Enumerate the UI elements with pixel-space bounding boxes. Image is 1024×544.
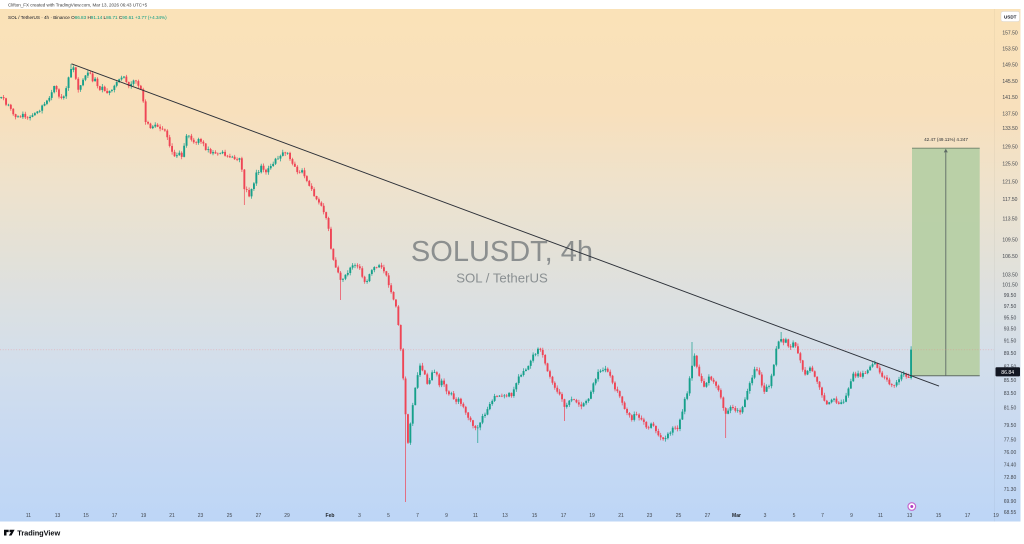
svg-text:145.50: 145.50: [1002, 79, 1018, 85]
svg-text:89.50: 89.50: [1004, 351, 1017, 357]
svg-text:71.30: 71.30: [1004, 487, 1017, 493]
svg-text:137.50: 137.50: [1002, 111, 1018, 117]
svg-text:121.50: 121.50: [1002, 179, 1018, 185]
svg-text:TradingView: TradingView: [17, 529, 60, 538]
svg-text:129.50: 129.50: [1002, 145, 1018, 151]
svg-text:23: 23: [198, 513, 204, 519]
svg-text:95.50: 95.50: [1004, 315, 1017, 321]
svg-text:11: 11: [26, 513, 31, 519]
svg-text:19: 19: [993, 513, 999, 519]
svg-text:11: 11: [473, 513, 478, 519]
svg-text:13: 13: [502, 513, 508, 519]
svg-text:86.84: 86.84: [1001, 370, 1014, 376]
svg-text:93.50: 93.50: [1004, 327, 1017, 333]
svg-text:72.80: 72.80: [1004, 475, 1017, 481]
svg-text:77.50: 77.50: [1004, 437, 1017, 443]
svg-text:19: 19: [141, 513, 147, 519]
svg-text:SOL / TetherUS: SOL / TetherUS: [456, 271, 548, 286]
svg-text:83.50: 83.50: [1004, 391, 1017, 397]
svg-text:9: 9: [850, 513, 853, 519]
svg-text:68.55: 68.55: [1004, 510, 1017, 516]
svg-text:USDT: USDT: [1004, 15, 1017, 20]
svg-text:125.50: 125.50: [1002, 162, 1018, 168]
svg-text:7: 7: [821, 513, 824, 519]
svg-text:141.50: 141.50: [1002, 95, 1018, 101]
svg-text:42.47 (49.11%) 4.247: 42.47 (49.11%) 4.247: [924, 137, 968, 142]
svg-text:69.90: 69.90: [1004, 499, 1017, 505]
svg-text:11: 11: [878, 513, 883, 519]
svg-text:17: 17: [112, 513, 118, 519]
svg-text:Feb: Feb: [326, 513, 335, 519]
svg-text:97.50: 97.50: [1004, 304, 1017, 310]
svg-text:7: 7: [416, 513, 419, 519]
svg-text:13: 13: [907, 513, 913, 519]
svg-text:SOLUSDT, 4h: SOLUSDT, 4h: [411, 236, 593, 268]
svg-text:106.50: 106.50: [1002, 254, 1018, 260]
svg-text:79.50: 79.50: [1004, 423, 1017, 429]
svg-text:9: 9: [445, 513, 448, 519]
svg-text:5: 5: [387, 513, 390, 519]
svg-text:133.50: 133.50: [1002, 126, 1018, 132]
svg-text:76.00: 76.00: [1004, 450, 1017, 456]
svg-text:21: 21: [169, 513, 175, 519]
svg-text:27: 27: [256, 513, 262, 519]
svg-text:117.50: 117.50: [1003, 197, 1018, 203]
svg-text:5: 5: [793, 513, 796, 519]
svg-text:Mar: Mar: [732, 513, 741, 519]
svg-text:101.50: 101.50: [1002, 282, 1018, 288]
svg-text:113.50: 113.50: [1003, 217, 1018, 223]
svg-text:13: 13: [55, 513, 61, 519]
svg-text:3: 3: [358, 513, 361, 519]
svg-text:153.50: 153.50: [1002, 47, 1018, 53]
svg-text:23: 23: [647, 513, 653, 519]
svg-text:29: 29: [284, 513, 290, 519]
svg-text:25: 25: [676, 513, 682, 519]
svg-text:99.50: 99.50: [1004, 293, 1017, 299]
svg-text:17: 17: [965, 513, 971, 519]
svg-text:15: 15: [83, 513, 89, 519]
svg-text:74.40: 74.40: [1004, 462, 1017, 468]
svg-text:149.50: 149.50: [1002, 63, 1018, 69]
svg-text:17: 17: [561, 513, 567, 519]
svg-text:21: 21: [618, 513, 624, 519]
svg-text:157.50: 157.50: [1002, 30, 1018, 36]
svg-text:SOL / TetherUS · 4h · Binance: SOL / TetherUS · 4h · Binance O86.83 H91…: [8, 15, 167, 20]
svg-text:103.50: 103.50: [1002, 272, 1018, 278]
svg-text:109.50: 109.50: [1002, 237, 1018, 243]
svg-text:19: 19: [589, 513, 595, 519]
svg-text:91.50: 91.50: [1004, 339, 1017, 345]
svg-text:25: 25: [227, 513, 233, 519]
svg-text:27: 27: [705, 513, 711, 519]
svg-text:81.50: 81.50: [1004, 406, 1017, 412]
svg-text:85.50: 85.50: [1004, 378, 1017, 384]
svg-text:15: 15: [936, 513, 942, 519]
svg-text:Clifton_FX created with Tradin: Clifton_FX created with TradingView.com,…: [8, 2, 148, 7]
svg-text:15: 15: [532, 513, 538, 519]
svg-text:3: 3: [764, 513, 767, 519]
